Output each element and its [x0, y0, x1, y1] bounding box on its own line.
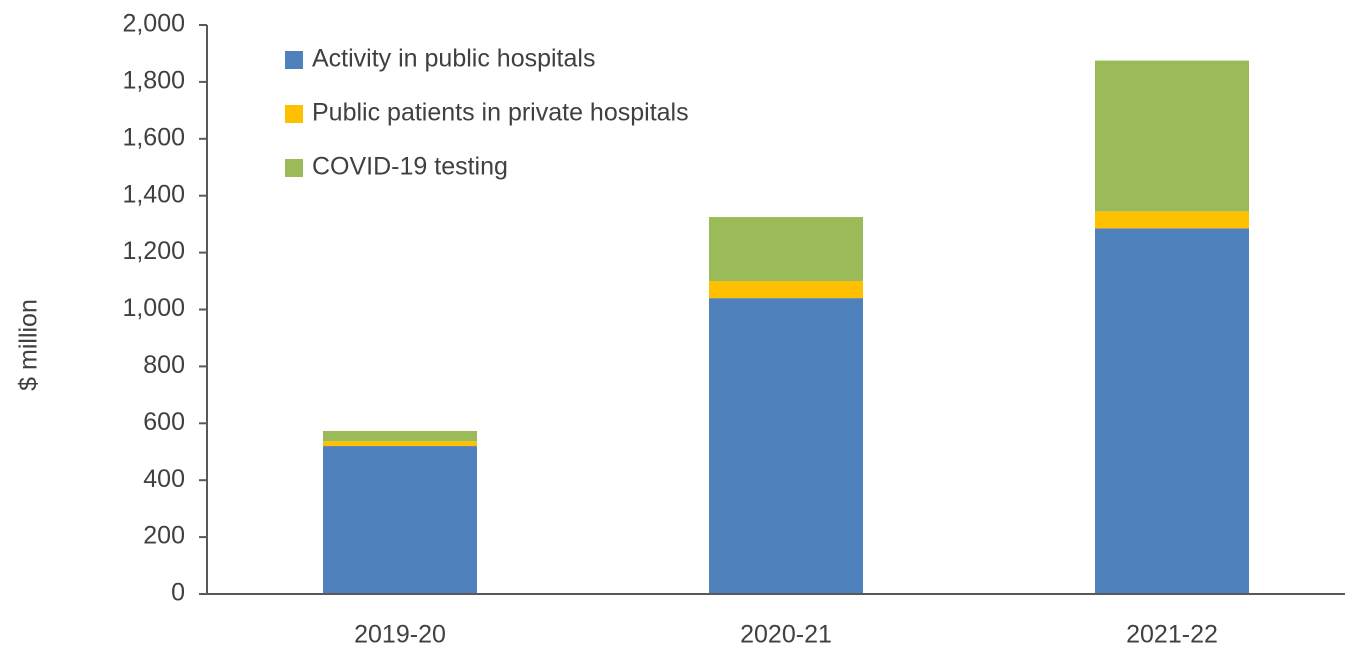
y-tick-label: 2,000 [122, 10, 185, 38]
y-tick-label: 200 [143, 522, 185, 550]
y-tick-label: 1,600 [122, 123, 185, 151]
y-axis-label: $ million [15, 299, 43, 391]
y-tick-label: 1,200 [122, 237, 185, 265]
legend-swatch [285, 51, 303, 69]
bar-segment [709, 281, 863, 299]
bar-segment [323, 430, 477, 442]
bar-segment [323, 446, 477, 594]
legend-swatch [285, 159, 303, 177]
x-tick-label: 2019-20 [354, 621, 446, 647]
bar-segment [709, 217, 863, 282]
legend-label: COVID-19 testing [312, 153, 508, 181]
y-tick-label: 400 [143, 465, 185, 493]
y-tick-label: 1,400 [122, 180, 185, 208]
legend-swatch [285, 105, 303, 123]
y-tick-label: 1,800 [122, 67, 185, 95]
y-tick-label: 600 [143, 408, 185, 436]
bar-segment [1095, 228, 1249, 595]
legend-label: Public patients in private hospitals [312, 99, 689, 127]
y-tick-label: 1,000 [122, 294, 185, 322]
bar-segment [709, 298, 863, 594]
y-tick-label: 800 [143, 351, 185, 379]
bar-segment [1095, 60, 1249, 212]
bar-segment [323, 441, 477, 447]
y-tick-label: 0 [171, 579, 185, 607]
x-tick-label: 2021-22 [1126, 621, 1218, 647]
bar-segment [1095, 211, 1249, 229]
x-tick-label: 2020-21 [740, 621, 832, 647]
legend-label: Activity in public hospitals [312, 45, 595, 73]
